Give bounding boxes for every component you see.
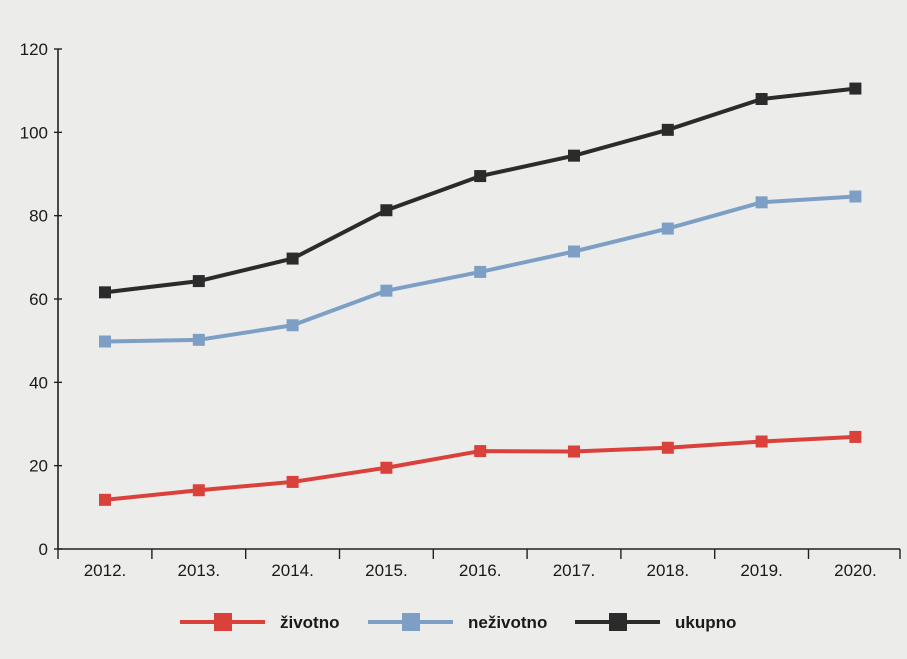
x-tick-label: 2020. <box>834 561 877 580</box>
data-point <box>287 319 299 331</box>
x-tick-label: 2015. <box>365 561 408 580</box>
data-point <box>474 266 486 278</box>
legend-item: neživotno <box>368 613 547 632</box>
data-point <box>756 436 768 448</box>
data-point <box>568 150 580 162</box>
data-point <box>849 83 861 95</box>
legend-label: ukupno <box>675 613 736 632</box>
legend-item: ukupno <box>575 613 736 632</box>
series-životno <box>99 431 861 506</box>
data-point <box>380 285 392 297</box>
data-point <box>662 124 674 136</box>
data-point <box>99 336 111 348</box>
x-tick-label: 2016. <box>459 561 502 580</box>
series-neživotno <box>99 191 861 348</box>
y-tick-label: 20 <box>29 457 48 476</box>
series-layer <box>99 83 861 506</box>
x-tick-label: 2018. <box>647 561 690 580</box>
x-tick-label: 2019. <box>740 561 783 580</box>
data-point <box>193 484 205 496</box>
data-point <box>474 170 486 182</box>
legend-marker <box>402 613 420 631</box>
data-point <box>756 196 768 208</box>
legend-marker <box>609 613 627 631</box>
data-point <box>756 93 768 105</box>
legend-label: neživotno <box>468 613 547 632</box>
data-point <box>474 445 486 457</box>
data-point <box>193 334 205 346</box>
legend-label: životno <box>280 613 340 632</box>
data-point <box>662 442 674 454</box>
data-point <box>193 275 205 287</box>
x-tick-label: 2014. <box>271 561 314 580</box>
x-tick-label: 2013. <box>178 561 221 580</box>
y-tick-label: 80 <box>29 207 48 226</box>
legend-item: životno <box>180 613 340 632</box>
data-point <box>380 462 392 474</box>
axes: 0 20 40 60 80 100 120 2012. 2013. 2014. 2015. 2016.… <box>20 40 900 580</box>
y-tick-label: 0 <box>39 540 48 559</box>
y-tick-label: 60 <box>29 290 48 309</box>
data-point <box>99 286 111 298</box>
data-point <box>99 494 111 506</box>
series-line <box>105 89 855 293</box>
data-point <box>662 223 674 235</box>
data-point <box>568 446 580 458</box>
legend-marker <box>214 613 232 631</box>
x-tick-label: 2012. <box>84 561 127 580</box>
y-tick-label: 100 <box>20 123 48 142</box>
x-tick-label: 2017. <box>553 561 596 580</box>
y-tick-label: 40 <box>29 373 48 392</box>
data-point <box>380 204 392 216</box>
data-point <box>849 191 861 203</box>
data-point <box>849 431 861 443</box>
y-tick-label: 120 <box>20 40 48 59</box>
data-point <box>568 246 580 258</box>
data-point <box>287 476 299 488</box>
data-point <box>287 253 299 265</box>
legend: životno neživotno ukupno <box>180 613 736 632</box>
